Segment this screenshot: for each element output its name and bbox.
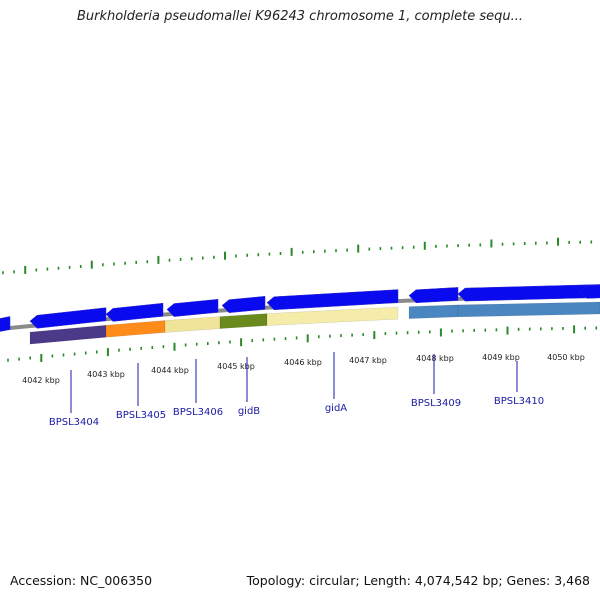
kbp-label: 4045 kbp xyxy=(217,362,255,371)
kbp-label: 4044 kbp xyxy=(151,366,189,375)
cds-arrow xyxy=(266,289,399,311)
gene-label-bpsl3410[interactable]: BPSL3410 xyxy=(494,396,544,407)
gene-band-bpsl3406 xyxy=(164,316,221,333)
cds-arrow xyxy=(579,284,600,299)
cds-arrow xyxy=(0,316,11,332)
gene-label-gidb[interactable]: gidB xyxy=(238,406,260,417)
gene-label-bpsl3405[interactable]: BPSL3405 xyxy=(116,410,166,421)
gene-label-bpsl3409[interactable]: BPSL3409 xyxy=(411,398,461,409)
cds-track xyxy=(0,284,600,332)
cds-arrow xyxy=(221,296,266,313)
kbp-label: 4050 kbp xyxy=(547,353,585,362)
kbp-label: 4043 kbp xyxy=(87,370,125,379)
outer-tick-track xyxy=(2,237,593,275)
gene-band-bpsl3405 xyxy=(105,320,166,338)
cds-arrow xyxy=(29,307,107,329)
gene-feature-track xyxy=(29,301,600,345)
gene-band-gida xyxy=(266,306,399,326)
map-title: Burkholderia pseudomallei K96243 chromos… xyxy=(76,9,524,24)
gene-label-gida[interactable]: gidA xyxy=(325,403,347,414)
topology-summary: Topology: circular; Length: 4,074,542 bp… xyxy=(246,573,590,588)
kbp-label: 4042 kbp xyxy=(22,376,60,385)
gene-label-bpsl3406[interactable]: BPSL3406 xyxy=(173,407,223,418)
cds-arrow xyxy=(457,284,600,302)
cds-arrow xyxy=(105,302,164,322)
gene-band-bpsl3410 xyxy=(457,301,600,318)
gene-labels: BPSL3404 BPSL3405 BPSL3406 gidB gidA BPSL3409… xyxy=(49,352,544,428)
gene-band-gidb xyxy=(219,313,268,329)
inner-tick-track xyxy=(7,325,598,362)
gene-label-bpsl3404[interactable]: BPSL3404 xyxy=(49,417,99,428)
kbp-label: 4047 kbp xyxy=(349,356,387,365)
kbp-label: 4049 kbp xyxy=(482,353,520,362)
kbp-label: 4046 kbp xyxy=(284,358,322,367)
kbp-labels: 4042 kbp 4043 kbp 4044 kbp 4045 kbp 4046 kbp… xyxy=(22,353,585,385)
accession-text: Accession: NC_006350 xyxy=(10,573,153,588)
kbp-label: 4048 kbp xyxy=(416,354,454,363)
gene-band-bpsl3409 xyxy=(408,304,459,319)
cds-arrow xyxy=(166,299,219,317)
cds-arrow xyxy=(408,287,459,304)
